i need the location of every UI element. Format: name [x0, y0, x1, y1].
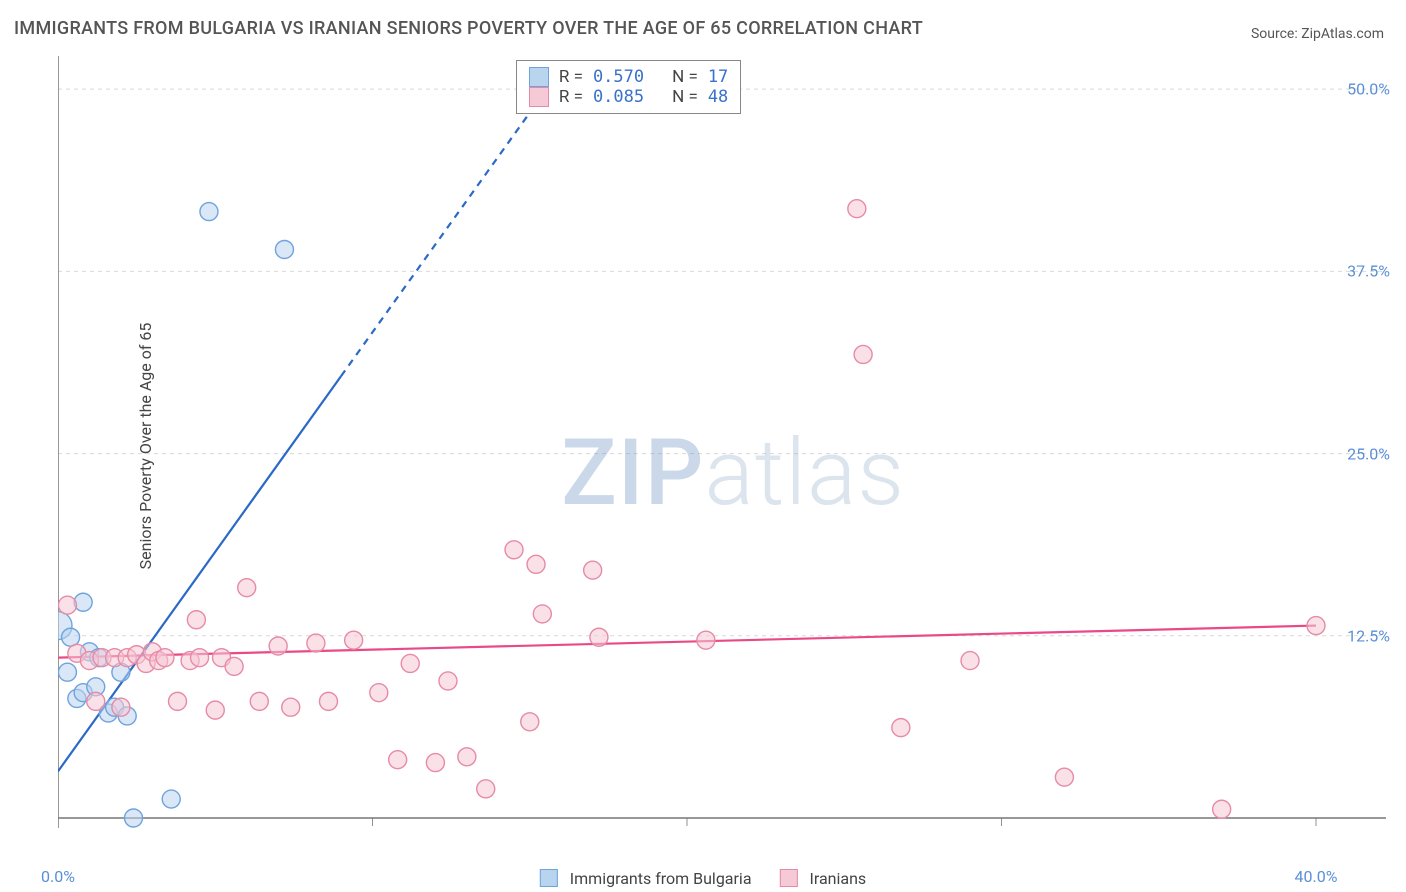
y-tick-label: 50.0% [1347, 80, 1390, 99]
corr-row-a: R = 0.570 N = 17 [529, 67, 728, 87]
legend-item-bulgaria: Immigrants from Bulgaria [540, 869, 752, 888]
correlation-box: R = 0.570 N = 17 R = 0.085 N = 48 [516, 60, 741, 114]
square-icon [529, 67, 549, 87]
n-value: 17 [708, 67, 728, 87]
legend-label: Immigrants from Bulgaria [570, 869, 752, 888]
legend-label: Iranians [809, 869, 866, 888]
square-icon [540, 869, 558, 887]
legend-item-iranians: Iranians [780, 869, 867, 888]
n-label: N = [672, 87, 698, 107]
corr-row-b: R = 0.085 N = 48 [529, 87, 728, 107]
x-legend: Immigrants from Bulgaria Iranians [540, 869, 866, 888]
r-label: R = [559, 67, 583, 87]
y-tick-label: 37.5% [1347, 262, 1390, 281]
r-value: 0.570 [593, 67, 644, 87]
r-value: 0.085 [593, 87, 644, 107]
x-tick-label: 40.0% [1295, 867, 1338, 886]
chart-title: IMMIGRANTS FROM BULGARIA VS IRANIAN SENI… [14, 18, 923, 39]
chart-container: IMMIGRANTS FROM BULGARIA VS IRANIAN SENI… [0, 0, 1406, 892]
n-label: N = [672, 67, 698, 87]
plot-area [58, 56, 1386, 856]
r-label: R = [559, 87, 583, 107]
scatter-svg [58, 56, 1386, 856]
n-value: 48 [708, 87, 728, 107]
y-tick-label: 25.0% [1347, 444, 1390, 463]
square-icon [529, 87, 549, 107]
square-icon [780, 869, 798, 887]
x-tick-label: 0.0% [41, 867, 75, 886]
y-tick-label: 12.5% [1347, 626, 1390, 645]
source-label: Source: ZipAtlas.com [1251, 26, 1384, 42]
